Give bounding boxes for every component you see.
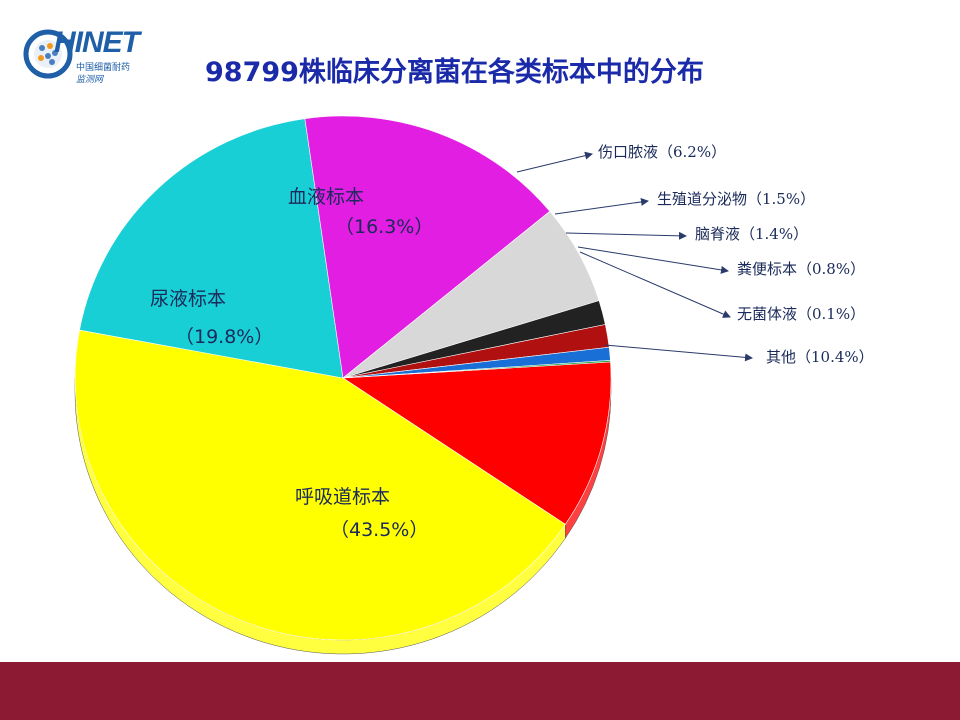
slice-percent-label: （16.3%）	[335, 216, 433, 238]
callout-arrow	[516, 151, 593, 173]
slice-percent-label: （19.8%）	[175, 326, 273, 348]
slice-percent-label: （43.5%）	[330, 519, 428, 541]
callout-label: 生殖道分泌物（1.5%）	[657, 190, 815, 208]
callout-label: 其他（10.4%）	[766, 348, 874, 366]
pie-slice-3	[304, 115, 551, 379]
callout-arrow	[604, 344, 753, 362]
callout-arrow	[565, 231, 687, 240]
callout-arrow	[577, 246, 729, 274]
slice-label: 血液标本	[288, 186, 364, 208]
callout-label: 粪便标本（0.8%）	[737, 260, 865, 278]
callout-arrow	[554, 198, 649, 215]
pie-slice-0	[342, 361, 612, 525]
callout-label: 脑脊液（1.4%）	[695, 225, 808, 243]
hinet-logo: HINET 中国细菌耐药 监测网	[18, 22, 158, 86]
pie-slice-1	[74, 329, 566, 641]
footer-bar	[0, 662, 960, 720]
logo-wordmark: HINET	[54, 26, 140, 59]
logo-subtitle-2: 监测网	[76, 75, 104, 85]
callout-label: 伤口脓液（6.2%）	[598, 143, 726, 161]
slice-label: 尿液标本	[150, 288, 226, 310]
logo-subtitle: 中国细菌耐药	[76, 63, 131, 73]
pie-slice-2	[79, 118, 344, 379]
callout-label: 无菌体液（0.1%）	[737, 305, 865, 323]
pie-slice-8	[342, 360, 611, 379]
globe-icon	[23, 29, 73, 79]
slice-label: 呼吸道标本	[295, 486, 390, 508]
callout-arrow	[579, 251, 731, 318]
pie-slices	[74, 115, 612, 641]
page-title: 98799株临床分离菌在各类标本中的分布	[205, 57, 704, 88]
